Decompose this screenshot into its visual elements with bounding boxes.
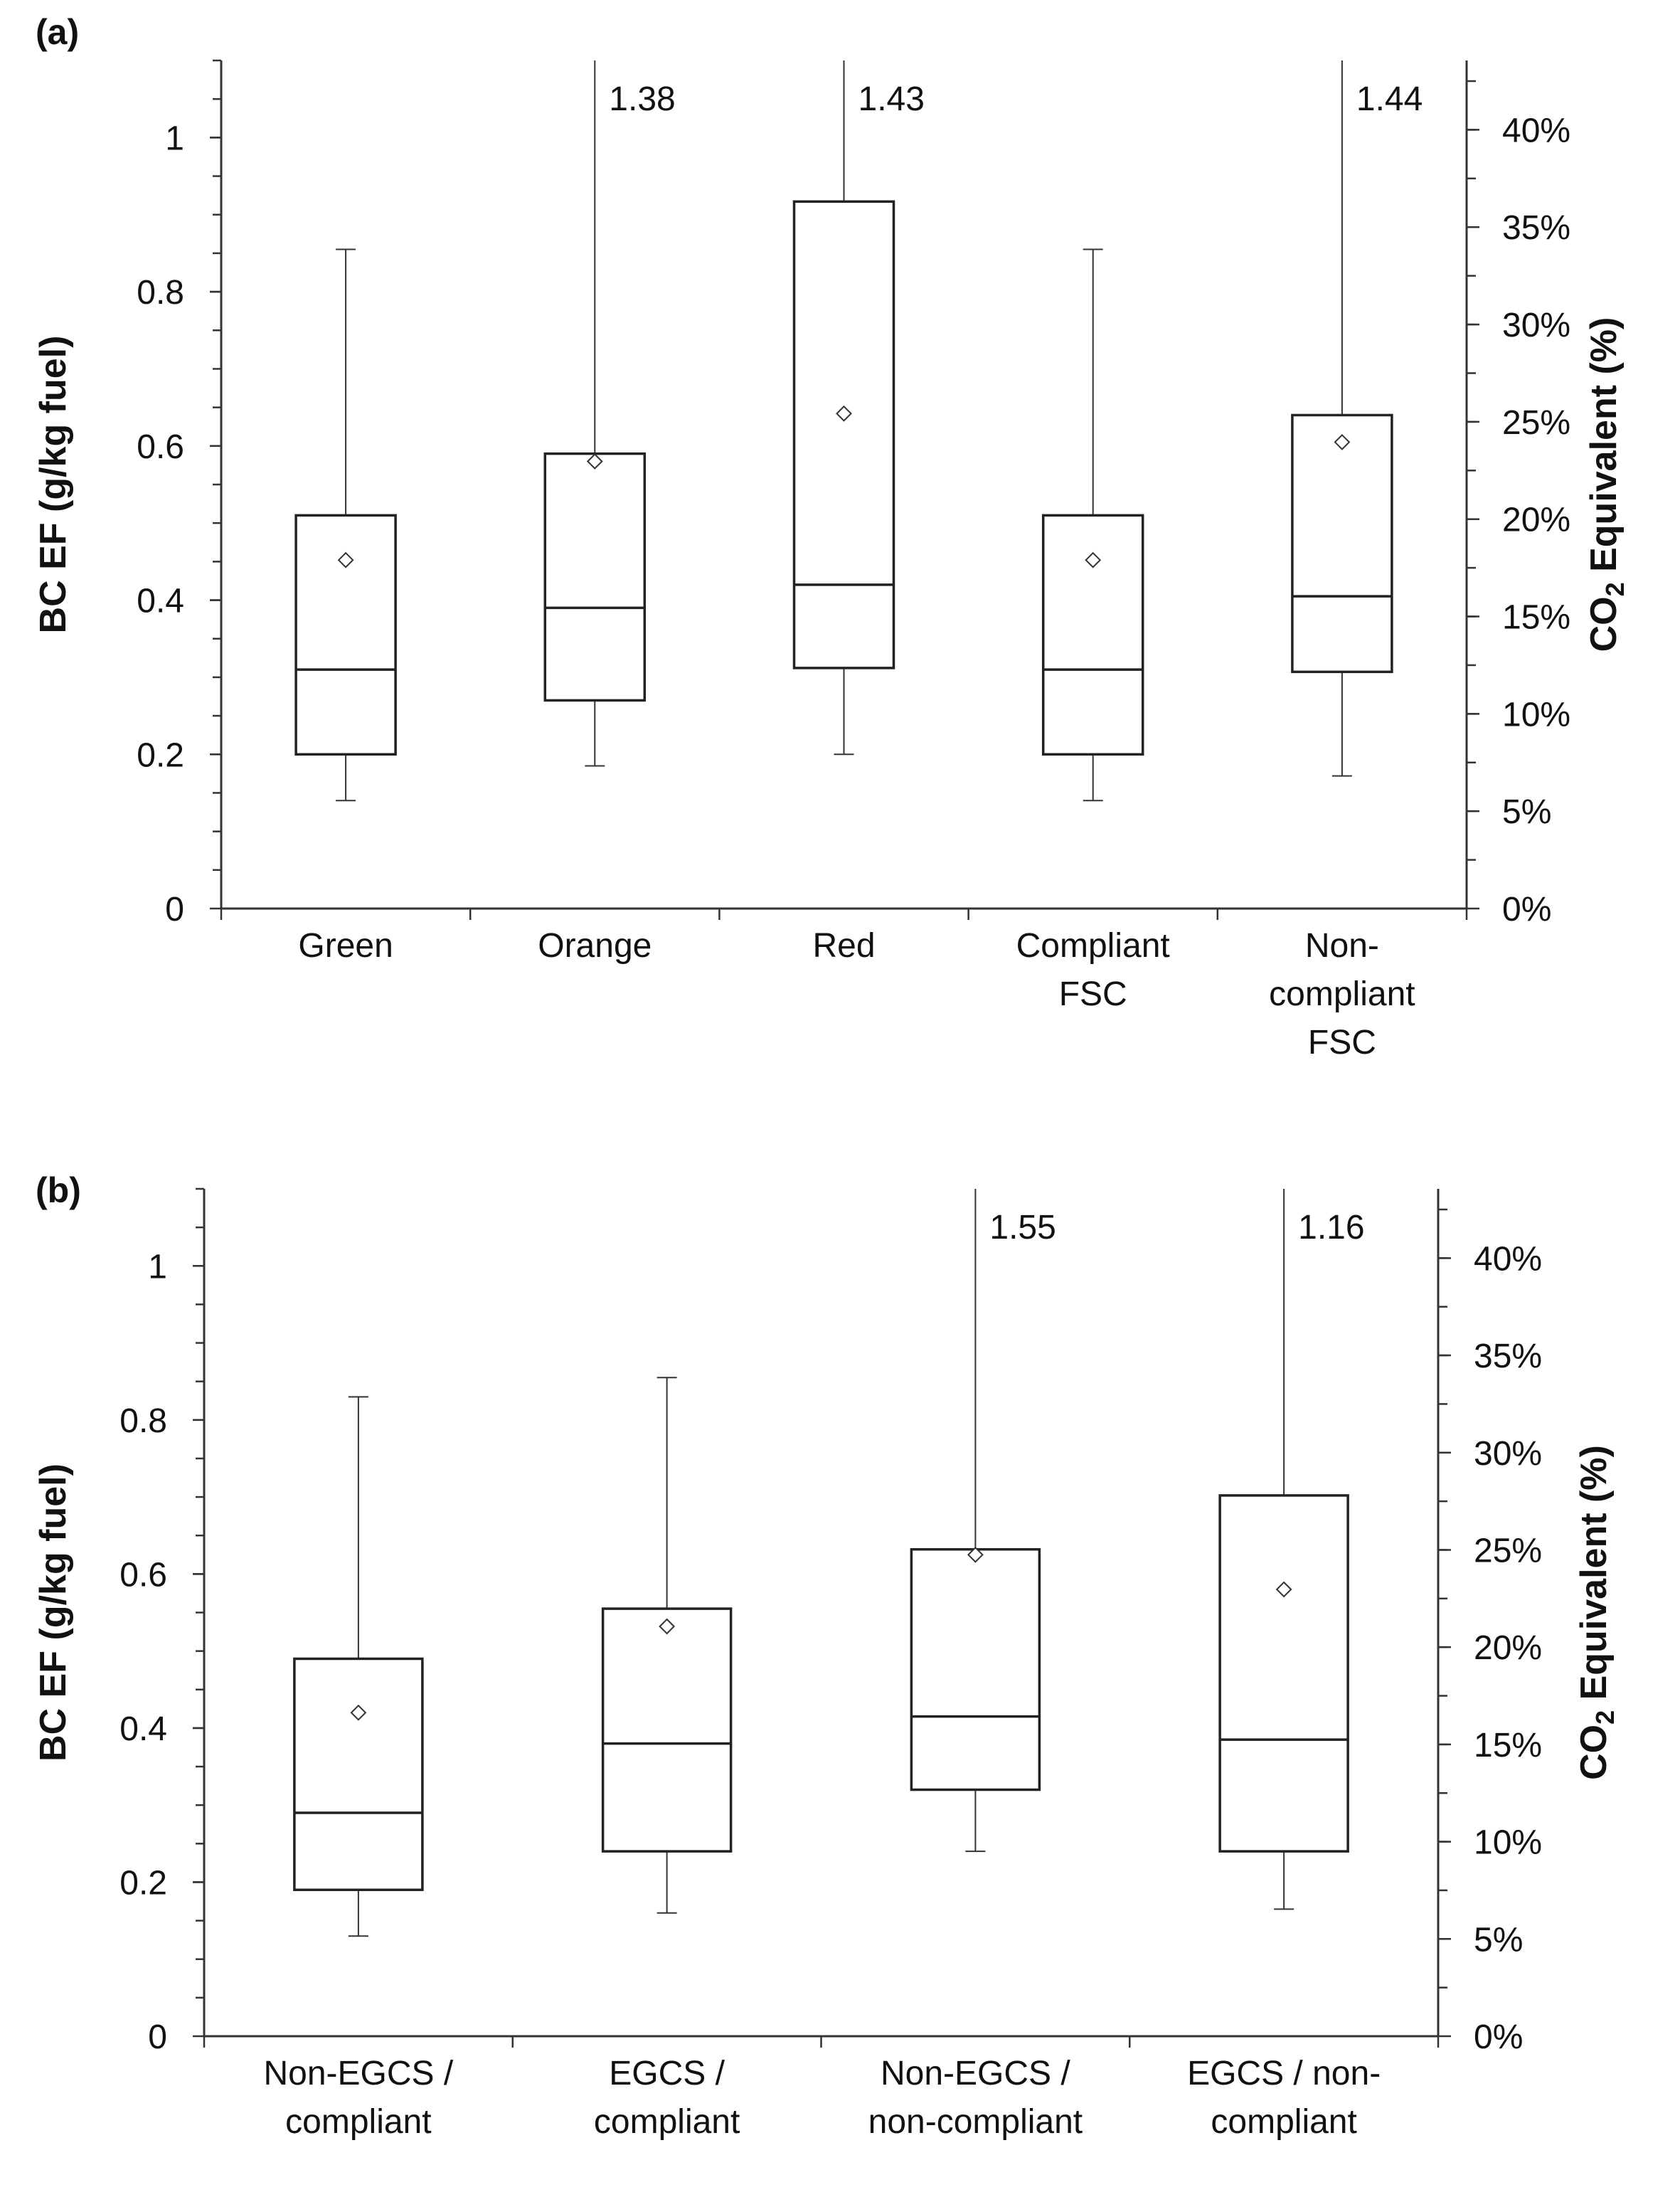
y-tick-label: 0.2 <box>119 1864 167 1902</box>
iqr-box <box>792 200 895 669</box>
mean-marker <box>350 1704 367 1721</box>
x-category-label: Compliant <box>1016 927 1170 965</box>
y2-tick-label: 10% <box>1502 696 1570 734</box>
iqr-box <box>601 1607 733 1853</box>
mean-marker <box>1334 433 1351 450</box>
y-tick-label: 0.8 <box>119 1402 167 1440</box>
x-category-label: Orange <box>538 927 652 965</box>
y2-title-main: CO <box>1583 596 1625 652</box>
y2-tick-label: 20% <box>1502 502 1570 539</box>
y2-tick-label: 0% <box>1502 891 1551 928</box>
y2-title-main: CO <box>1573 1725 1615 1780</box>
y-tick-label: 0.2 <box>137 736 184 774</box>
y2-tick-label: 25% <box>1502 404 1570 442</box>
mean-marker <box>659 1618 676 1635</box>
y2-tick-label: 35% <box>1474 1338 1542 1375</box>
whisker-max-label: 1.55 <box>989 1209 1056 1246</box>
y-tick-label: 0.6 <box>137 428 184 466</box>
x-category-label: Red <box>812 927 875 965</box>
y2-tick-label: 25% <box>1474 1532 1542 1569</box>
mean-marker <box>967 1546 984 1563</box>
x-category-label: FSC <box>1308 1024 1376 1062</box>
y2-title-rest: Equivalent (%) <box>1573 1445 1615 1710</box>
x-category-label: compliant <box>1269 975 1415 1013</box>
mean-marker <box>836 405 852 422</box>
whisker-max-label: 1.43 <box>858 80 925 118</box>
y2-tick-label: 20% <box>1474 1629 1542 1667</box>
iqr-box <box>1041 514 1144 756</box>
panel-label: (b) <box>36 1170 81 1210</box>
x-category-label: EGCS / non- <box>1187 2055 1381 2092</box>
iqr-box <box>910 1547 1041 1791</box>
y2-title-subscript: 2 <box>1600 582 1630 596</box>
y-tick-label: 0 <box>165 891 184 928</box>
x-category-label: compliant <box>285 2103 431 2141</box>
panel-a-box-plot: (a)00.20.40.60.810%5%10%15%20%25%30%35%4… <box>33 12 1630 1062</box>
y2-tick-label: 5% <box>1502 793 1551 831</box>
x-category-label: non-compliant <box>868 2103 1083 2141</box>
y-tick-label: 0.8 <box>137 274 184 312</box>
panel-b-box-plot: (b)00.20.40.60.810%5%10%15%20%25%30%35%4… <box>33 1170 1620 2141</box>
x-category-label: Non-EGCS / <box>881 2055 1070 2092</box>
y2-tick-label: 10% <box>1474 1824 1542 1862</box>
whisker-max-label: 1.38 <box>609 80 675 118</box>
y2-tick-label: 30% <box>1474 1435 1542 1473</box>
mean-marker <box>1085 551 1102 568</box>
panel-label: (a) <box>36 12 79 52</box>
x-category-label: compliant <box>1211 2103 1356 2141</box>
y-tick-label: 0 <box>148 2018 167 2056</box>
y2-tick-label: 15% <box>1502 599 1570 637</box>
y2-axis-title: CO2 Equivalent (%) <box>1573 1445 1620 1780</box>
y-tick-label: 1 <box>165 120 184 157</box>
iqr-box <box>294 514 397 756</box>
y-tick-label: 1 <box>148 1248 167 1286</box>
y2-tick-label: 35% <box>1502 209 1570 247</box>
iqr-box <box>293 1657 424 1892</box>
y2-tick-label: 30% <box>1502 307 1570 344</box>
x-category-label: Non-EGCS / <box>264 2055 454 2092</box>
y-tick-label: 0.6 <box>119 1556 167 1594</box>
x-category-label: EGCS / <box>609 2055 725 2092</box>
whisker-max-label: 1.16 <box>1298 1209 1364 1246</box>
y-tick-label: 0.4 <box>137 583 184 620</box>
y-axis-title: BC EF (g/kg fuel) <box>33 336 74 634</box>
mean-marker <box>337 551 354 568</box>
y2-tick-label: 40% <box>1502 112 1570 149</box>
y2-axis-title: CO2 Equivalent (%) <box>1583 317 1630 652</box>
x-category-label: compliant <box>594 2103 740 2141</box>
x-category-label: FSC <box>1059 975 1127 1013</box>
whisker-max-label: 1.44 <box>1356 80 1423 118</box>
mean-marker <box>586 453 603 470</box>
x-category-label: Green <box>298 927 393 965</box>
y-axis-title: BC EF (g/kg fuel) <box>33 1463 74 1762</box>
y-tick-label: 0.4 <box>119 1710 167 1748</box>
iqr-box <box>543 452 647 702</box>
y2-tick-label: 15% <box>1474 1727 1542 1764</box>
mean-marker <box>1275 1581 1292 1598</box>
x-category-label: Non- <box>1305 927 1379 965</box>
y2-tick-label: 5% <box>1474 1921 1523 1959</box>
y2-tick-label: 40% <box>1474 1240 1542 1278</box>
y2-title-rest: Equivalent (%) <box>1583 317 1625 583</box>
y2-tick-label: 0% <box>1474 2018 1523 2056</box>
iqr-box <box>1291 413 1393 674</box>
iqr-box <box>1218 1494 1349 1853</box>
y2-title-subscript: 2 <box>1590 1710 1620 1725</box>
